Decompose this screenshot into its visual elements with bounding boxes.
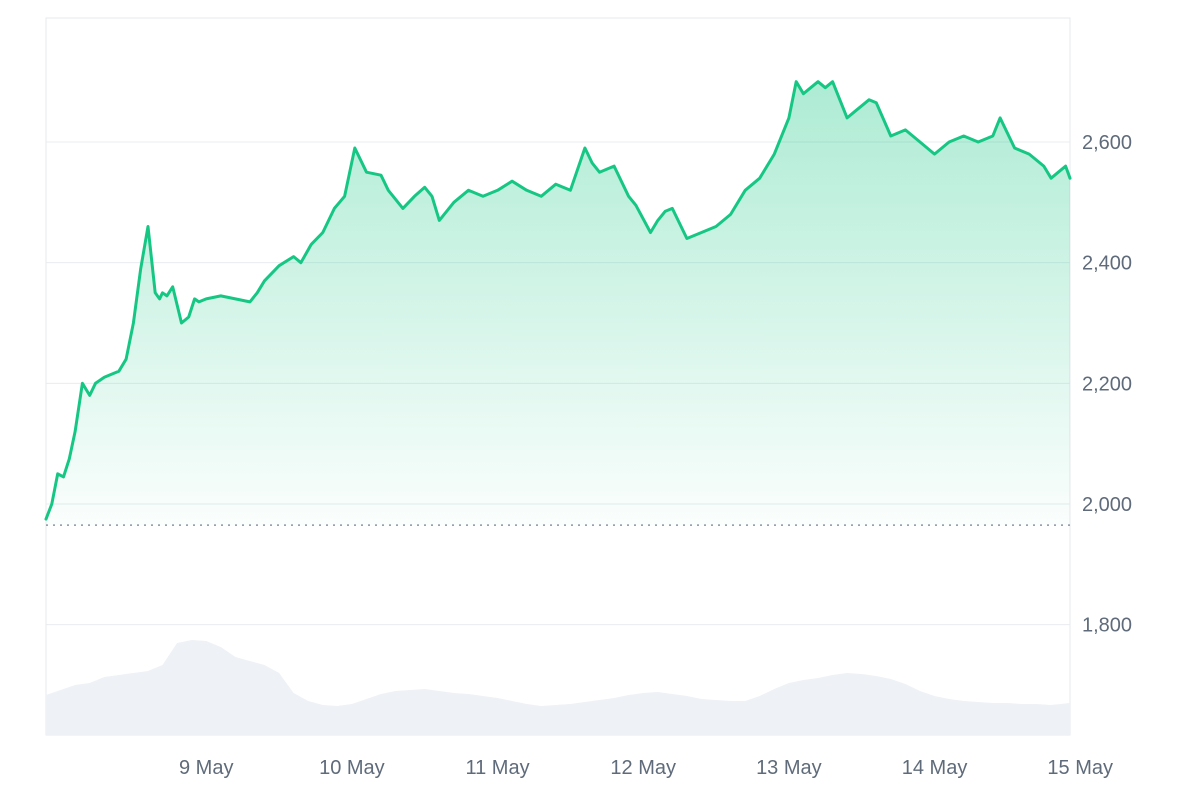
x-tick-label: 14 May (902, 757, 968, 779)
area-layer (46, 81, 1070, 526)
x-axis-ticks: 9 May 10 May 11 May 12 May 13 May 14 May 15 Ma… (179, 757, 1113, 779)
volume-area (46, 640, 1070, 735)
line-layer (44, 80, 1072, 521)
y-tick-label: 2,600 (1082, 132, 1132, 154)
y-tick-label: 2,200 (1082, 373, 1132, 395)
price-line (44, 80, 1072, 521)
y-tick-label: 2,400 (1082, 253, 1132, 275)
price-area-fill (46, 81, 1070, 526)
x-tick-label: 15 May (1047, 757, 1113, 779)
volume-layer (46, 640, 1070, 735)
x-tick-label: 11 May (465, 757, 529, 779)
x-tick-label: 10 May (319, 757, 385, 779)
y-tick-label: 1,800 (1082, 615, 1132, 637)
y-tick-label: 2,000 (1082, 494, 1132, 516)
x-tick-label: 9 May (179, 757, 233, 779)
x-tick-label: 13 May (756, 757, 822, 779)
x-tick-label: 12 May (610, 757, 676, 779)
y-axis-ticks: 2,600 2,400 2,200 2,000 1,800 (1082, 132, 1132, 637)
